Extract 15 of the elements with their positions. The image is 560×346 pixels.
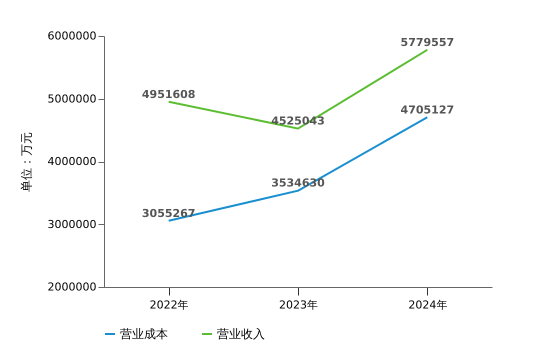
legend-label: 营业成本 [120, 327, 168, 341]
y-tick-label: 2000000 [48, 280, 96, 294]
data-label: 5779557 [400, 36, 454, 49]
x-tick-label: 2023年 [279, 298, 318, 312]
y-tick-label: 5000000 [48, 92, 96, 106]
y-axis-title: 单位：万元 [20, 132, 34, 192]
y-tick-label: 4000000 [48, 155, 96, 168]
x-tick-label: 2024年 [408, 298, 448, 312]
y-tick-label: 6000000 [48, 30, 96, 42]
y-tick-label: 3000000 [48, 218, 96, 231]
data-label: 3055267 [142, 206, 196, 220]
x-tick-label: 2022年 [150, 298, 189, 312]
data-label: 4705127 [400, 103, 454, 116]
data-label: 4951608 [142, 88, 196, 101]
legend-label: 营业收入 [217, 327, 265, 341]
